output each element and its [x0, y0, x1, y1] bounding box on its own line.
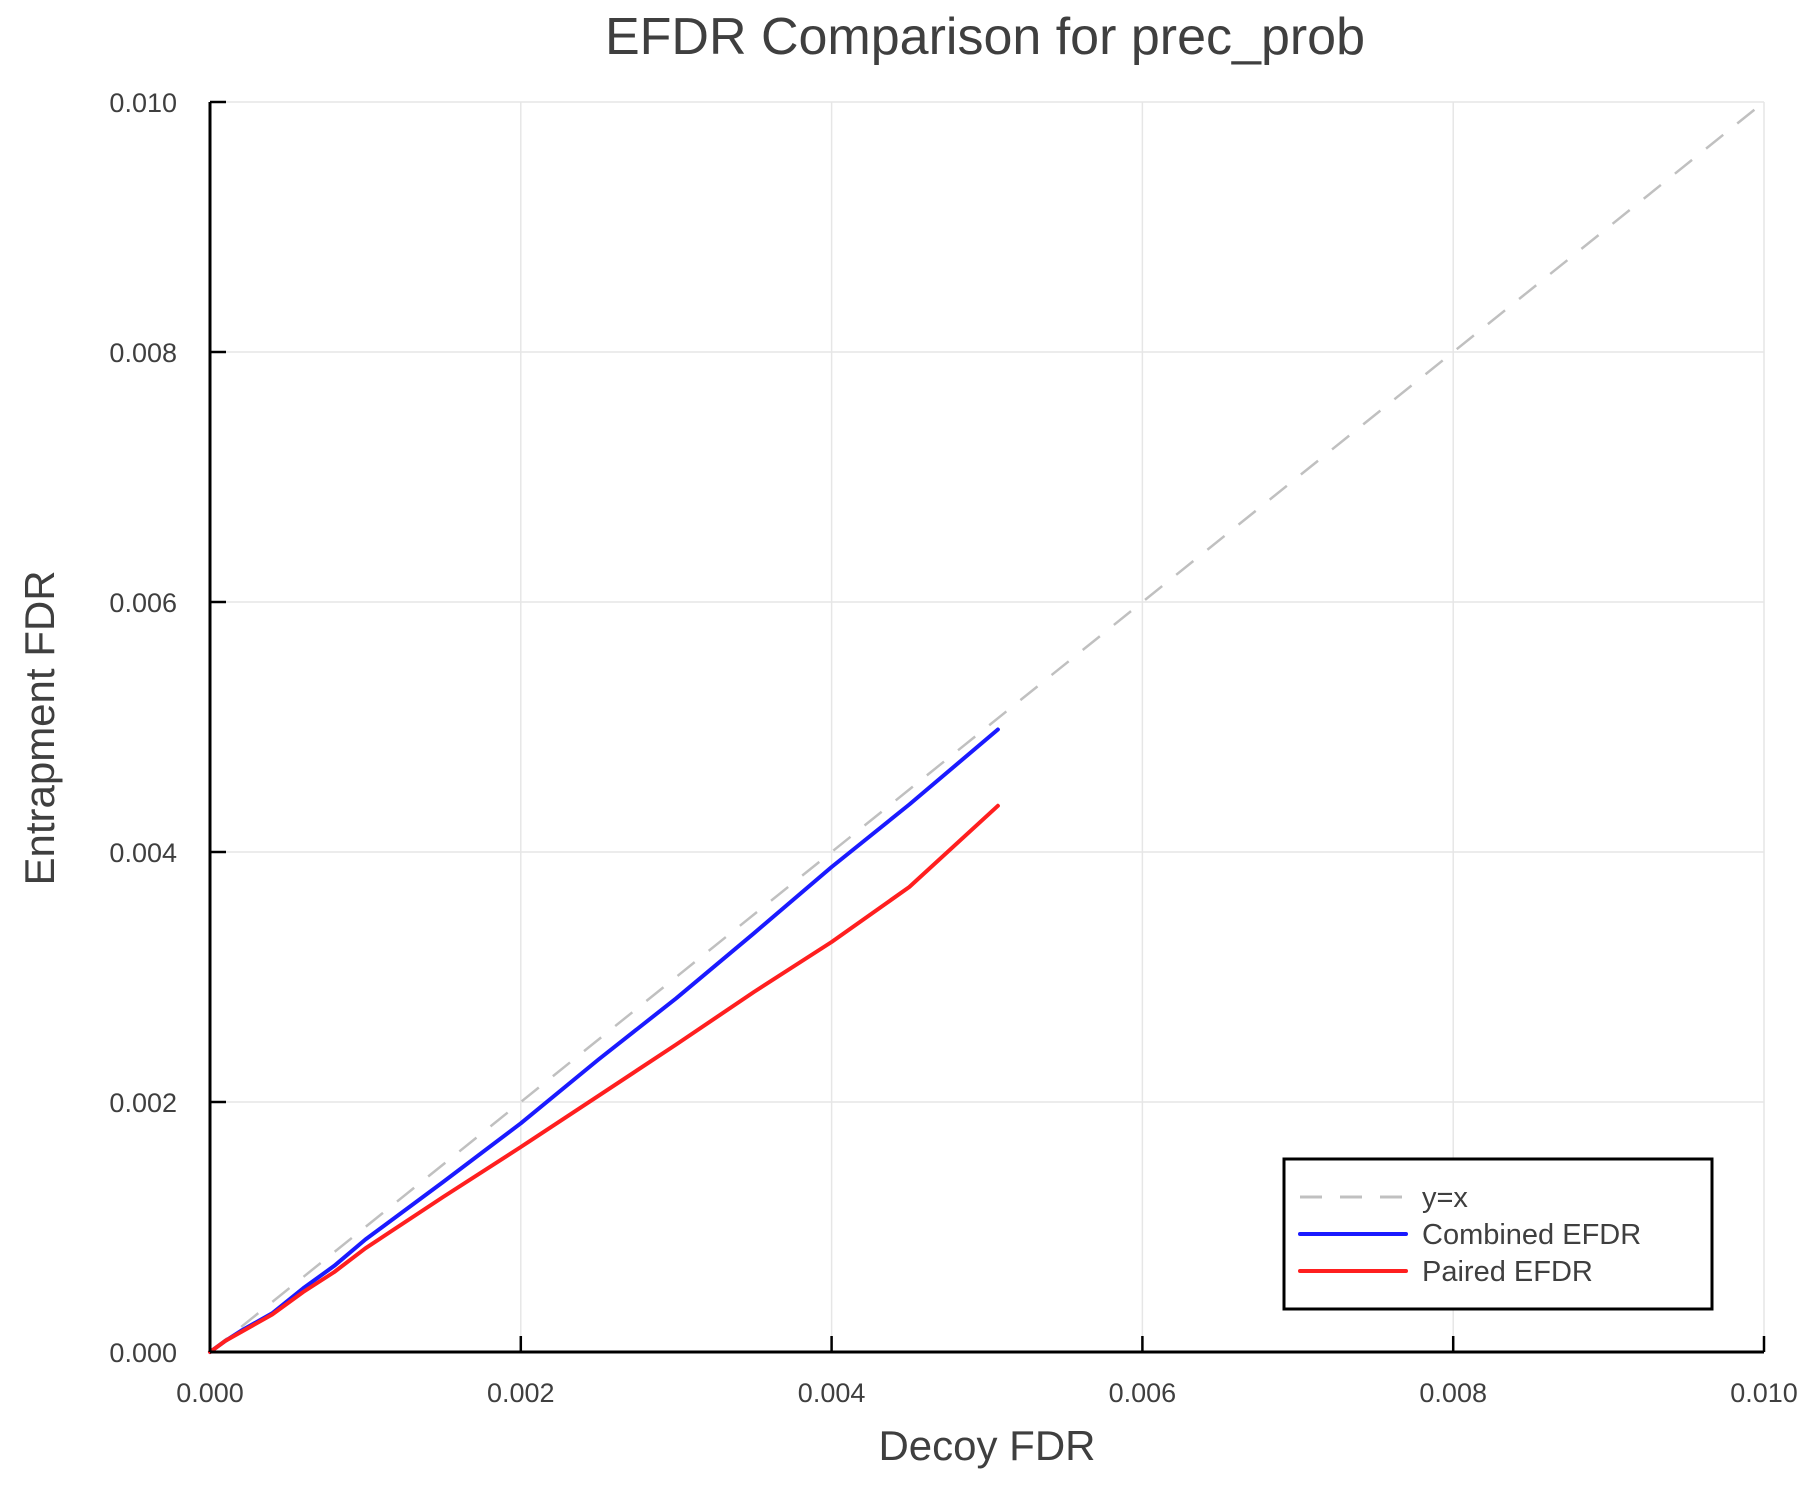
series-y-x	[209, 101, 1765, 1353]
y-tick-label: 0.000	[109, 1338, 177, 1368]
series-combined-efdr	[208, 727, 1000, 1354]
x-tick-label: 0.006	[1109, 1378, 1177, 1408]
x-tick-label: 0.008	[1419, 1378, 1487, 1408]
y-tick-label: 0.002	[109, 1088, 177, 1118]
legend: y=x Combined EFDR Paired EFDR	[1282, 1157, 1714, 1311]
y-tick-label: 0.006	[109, 588, 177, 618]
y-tick-label: 0.004	[109, 838, 177, 868]
x-tick-label: 0.002	[487, 1378, 555, 1408]
chart-title: EFDR Comparison for prec_prob	[605, 8, 1365, 66]
x-tick-label: 0.010	[1730, 1378, 1798, 1408]
series-paired-efdr	[208, 803, 1000, 1354]
legend-label-combined: Combined EFDR	[1422, 1219, 1641, 1251]
x-tick-label: 0.004	[798, 1378, 866, 1408]
legend-label-paired: Paired EFDR	[1422, 1256, 1593, 1288]
legend-label-yx: y=x	[1422, 1182, 1468, 1214]
y-axis-label: Entrapment FDR	[16, 570, 63, 885]
y-tick-label: 0.010	[109, 88, 177, 118]
y-tick-label: 0.008	[109, 338, 177, 368]
series-layer	[208, 101, 1765, 1354]
axes: 0.000 0.002 0.004 0.006 0.008 0.010 0.000 0.002…	[109, 88, 1797, 1408]
x-tick-label: 0.000	[176, 1378, 244, 1408]
x-axis-label: Decoy FDR	[878, 1422, 1095, 1469]
